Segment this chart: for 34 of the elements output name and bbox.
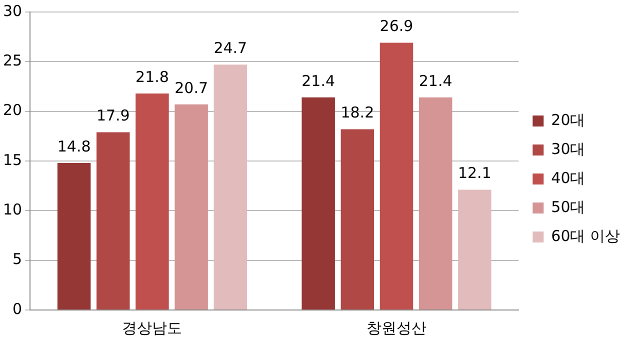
bar [418, 97, 452, 310]
y-tick-label: 0 [12, 300, 22, 318]
y-tick-label: 5 [12, 250, 22, 268]
bar [340, 129, 374, 310]
data-label: 21.8 [136, 68, 169, 86]
data-label: 26.9 [380, 17, 414, 36]
data-label: 18.2 [340, 104, 374, 122]
legend-label: 30대 [551, 140, 586, 158]
bar [174, 104, 208, 310]
y-tick-label: 15 [2, 150, 22, 169]
data-label: 17.9 [96, 106, 130, 125]
legend-label: 60대 이상 [551, 226, 620, 245]
legend-label: 40대 [551, 168, 586, 187]
data-label: 21.4 [418, 72, 452, 90]
data-label: 14.8 [57, 137, 91, 156]
x-tick-label: 경상남도 [122, 318, 182, 337]
bar [136, 93, 169, 310]
bar [458, 190, 492, 310]
legend-label: 50대 [551, 198, 586, 216]
data-label: 20.7 [174, 78, 208, 97]
bar [302, 97, 335, 310]
x-tick-label: 창원성산 [366, 318, 427, 337]
bar [57, 162, 91, 310]
legend-label: 20대 [551, 110, 586, 129]
data-label: 12.1 [458, 164, 492, 182]
bar [380, 42, 414, 310]
data-label: 21.4 [302, 72, 336, 90]
y-tick-label: 25 [2, 52, 22, 70]
y-tick-label: 30 [2, 2, 22, 20]
y-tick-label: 10 [2, 200, 22, 219]
bar [214, 64, 248, 310]
bar [96, 132, 130, 310]
y-tick-label: 20 [2, 101, 22, 120]
data-label: 24.7 [214, 39, 248, 58]
